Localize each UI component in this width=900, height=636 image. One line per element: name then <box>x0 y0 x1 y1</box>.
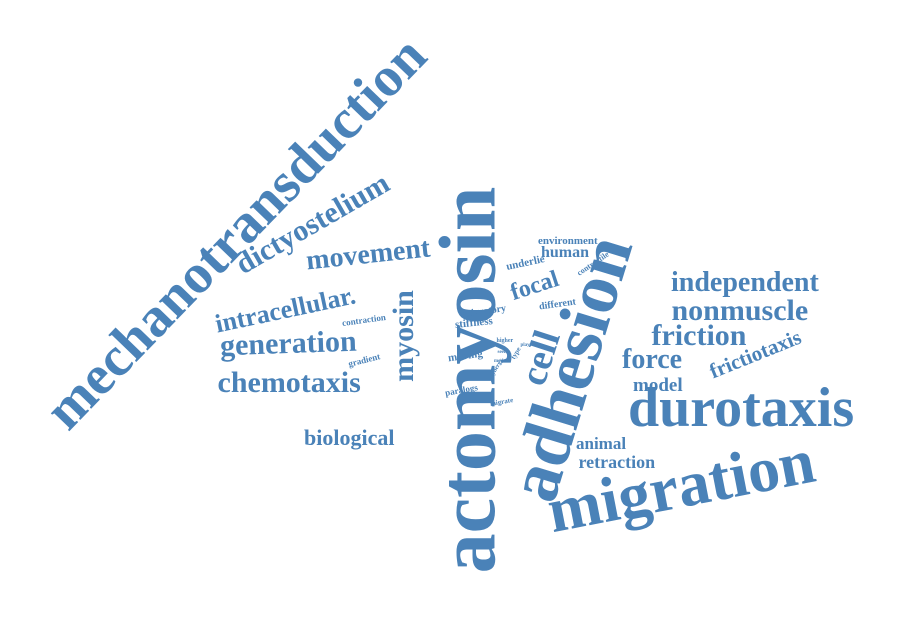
word-movement: movement <box>304 232 432 277</box>
word-force: force <box>622 344 683 375</box>
word-seems: seems <box>497 349 511 355</box>
word-chemotaxis: chemotaxis <box>217 366 361 399</box>
word-nonmuscle: nonmuscle <box>671 294 809 327</box>
word-contraction: contraction <box>341 311 387 328</box>
word-animal: animal <box>576 433 627 453</box>
word-biological: biological <box>304 425 395 450</box>
word-friction: friction <box>651 319 747 352</box>
word-plays: plays <box>520 342 532 348</box>
word-durotaxis: durotaxis <box>628 377 855 439</box>
word-environment: environment <box>538 234 598 247</box>
word-independent: independent <box>671 267 819 298</box>
word-human: human <box>541 244 590 261</box>
word-actomyosin: actomyosin <box>423 186 512 574</box>
word-higher: higher <box>496 338 514 344</box>
word-retraction: retraction <box>578 452 656 472</box>
word-generation: generation <box>218 324 357 363</box>
word-myosin: myosin <box>386 290 420 382</box>
word-model: model <box>633 374 683 396</box>
word-mode: mode <box>494 358 506 364</box>
